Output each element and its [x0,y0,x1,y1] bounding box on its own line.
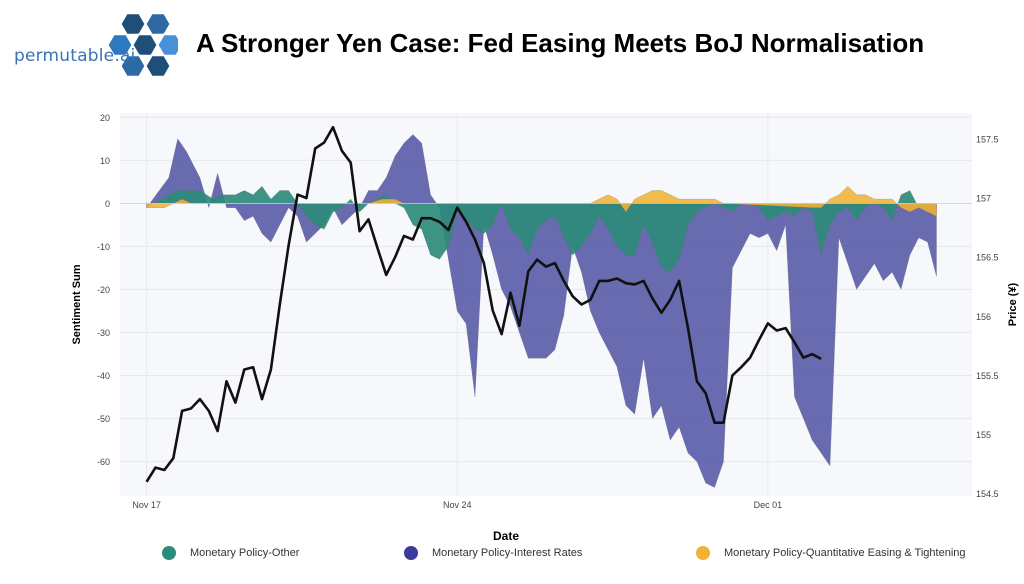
legend-swatch-other [162,546,176,560]
y-left-tick-label: 20 [100,113,110,123]
logo-hexagon [119,54,147,78]
y-left-tick-label: 10 [100,156,110,166]
x-tick-label: Nov 24 [443,500,472,510]
y-left-tick-label: -20 [97,285,110,295]
y-left-tick-label: -60 [97,457,110,467]
x-tick-label: Dec 01 [754,500,783,510]
y-left-tick-label: -50 [97,414,110,424]
page-title: A Stronger Yen Case: Fed Easing Meets Bo… [196,28,925,58]
legend-item-qe-qt: Monetary Policy-Quantitative Easing & Ti… [696,546,966,560]
y-right-tick-label: 155.5 [976,371,999,381]
hexagon-logo-icon [106,12,178,78]
area-monetary-policy-qe-qt [146,185,937,217]
price-line [145,125,822,483]
legend-item-other: Monetary Policy-Other [162,546,299,560]
y-left-axis-title: Sentiment Sum [71,264,83,344]
y-left-tick-label: -30 [97,328,110,338]
y-right-tick-label: 154.5 [976,489,999,499]
logo-hexagon [144,54,172,78]
x-tick-label: Nov 17 [132,500,161,510]
chart-legend: Monetary Policy-Other Monetary Policy-In… [0,546,1024,570]
y-left-tick-label: -10 [97,242,110,252]
x-axis-title: Date [493,529,519,543]
y-right-axis-title: Price (¥) [1007,282,1019,326]
y-left-tick-label: -40 [97,371,110,381]
legend-label-other: Monetary Policy-Other [190,547,300,559]
legend-swatch-interest-rates [404,546,418,560]
brand-name: permutable.ai [14,46,136,66]
legend-label-qe-qt: Monetary Policy-Quantitative Easing & Ti… [724,547,966,559]
y-right-tick-label: 156 [976,312,991,322]
y-right-tick-label: 157.5 [976,135,999,145]
logo-hexagon [156,33,178,57]
y-right-tick-label: 155 [976,430,991,440]
legend-swatch-qe-qt [696,546,710,560]
y-right-tick-label: 156.5 [976,253,999,263]
legend-item-interest-rates: Monetary Policy-Interest Rates [404,546,582,560]
y-left-tick-label: 0 [105,199,110,209]
legend-label-interest-rates: Monetary Policy-Interest Rates [432,547,583,559]
y-right-tick-label: 157 [976,194,991,204]
area-monetary-policy-interest-rates [146,134,937,488]
brand-logo: permutable.ai [8,6,178,78]
